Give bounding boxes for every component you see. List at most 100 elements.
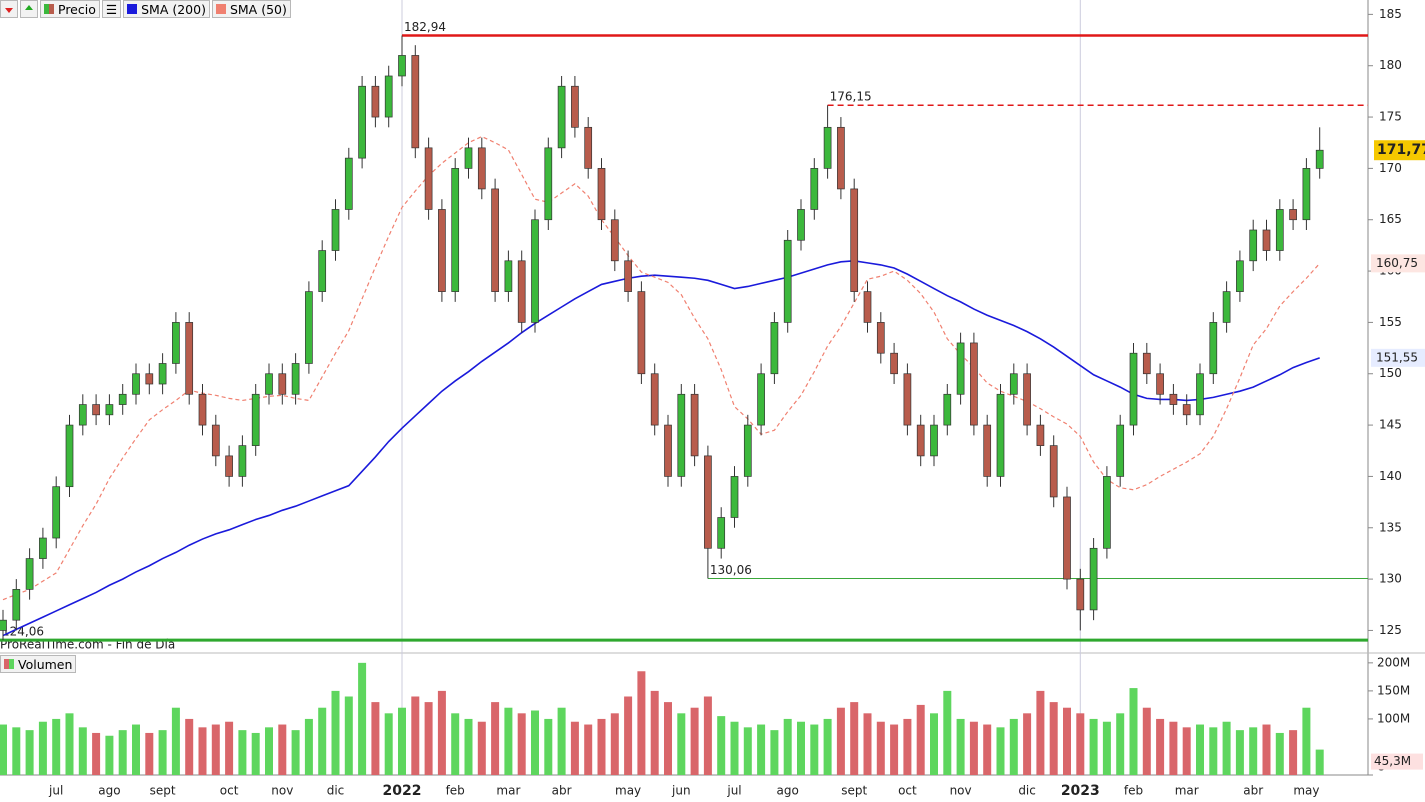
- volume-bar: [211, 724, 220, 775]
- volume-bar: [25, 730, 34, 775]
- last-price-label: 171,77: [1377, 142, 1425, 158]
- candle-body: [398, 55, 406, 77]
- level-label: 124,06: [2, 625, 44, 639]
- candle-body: [650, 373, 659, 426]
- candle-body: [850, 188, 859, 292]
- candle-body: [890, 352, 898, 375]
- volume-bar: [597, 718, 606, 775]
- candle-body: [531, 219, 539, 323]
- candle-body: [1169, 393, 1178, 405]
- candle-body: [172, 322, 180, 364]
- volume-bar: [278, 724, 287, 775]
- candle-body: [1049, 445, 1058, 498]
- volume-bar: [876, 721, 885, 775]
- volume-bar: [930, 713, 938, 775]
- x-tick-label: oct: [898, 784, 917, 798]
- volume-bar: [570, 721, 579, 775]
- volume-bar: [145, 732, 154, 775]
- last-price-box: [1374, 140, 1425, 161]
- candle-body: [145, 373, 154, 385]
- candle-body: [704, 455, 712, 549]
- candle-body: [584, 126, 593, 169]
- candle-body: [65, 424, 74, 488]
- indicator-list-button[interactable]: ☰: [101, 0, 122, 18]
- y-tick-label: 180: [1379, 58, 1402, 72]
- level-label: 176,15: [830, 90, 872, 104]
- volume-bar: [304, 718, 313, 775]
- x-tick-label: jun: [671, 784, 691, 798]
- volume-bar: [677, 713, 686, 775]
- candle-body: [358, 85, 366, 159]
- x-tick-label: abr: [552, 784, 572, 798]
- candle-body: [1249, 229, 1258, 262]
- sma-line: [2, 259, 1320, 637]
- candle-body: [78, 404, 87, 426]
- volume-bar: [810, 724, 819, 775]
- candle-body: [238, 445, 247, 477]
- candle-body: [211, 424, 220, 457]
- volume-bar: [78, 727, 87, 775]
- y-tick-label: 155: [1379, 315, 1402, 329]
- volume-bar: [1222, 721, 1231, 775]
- candle-body: [291, 363, 300, 395]
- candle-body: [1315, 149, 1324, 169]
- sma50-legend[interactable]: SMA (50): [211, 0, 291, 18]
- x-tick-label: abr: [1243, 784, 1263, 798]
- volume-bar: [1009, 718, 1018, 775]
- x-tick-label: feb: [1124, 784, 1143, 798]
- last-value-box: [1371, 348, 1425, 367]
- volume-bar: [1102, 721, 1111, 775]
- volume-bar: [956, 718, 965, 775]
- sma200-legend[interactable]: SMA (200): [123, 0, 210, 18]
- volume-bar: [437, 690, 446, 775]
- volume-bar: [52, 718, 61, 775]
- candle-body: [52, 486, 61, 539]
- volume-bar: [1249, 727, 1258, 775]
- candle-body: [1302, 168, 1311, 221]
- volume-legend[interactable]: Volumen: [0, 655, 77, 673]
- volume-bar: [1235, 730, 1244, 775]
- price-legend[interactable]: Precio: [40, 0, 100, 18]
- x-tick-label: dic: [1018, 784, 1036, 798]
- volume-bar: [291, 730, 300, 775]
- candle-body: [305, 291, 313, 364]
- volume-bar: [0, 724, 7, 775]
- last-value-box: [1371, 254, 1425, 273]
- x-tick-label: mar: [496, 784, 520, 798]
- x-tick-label: oct: [220, 784, 239, 798]
- volume-bar: [1142, 707, 1151, 775]
- x-tick-label: sept: [841, 784, 867, 798]
- sell-button[interactable]: [0, 0, 18, 18]
- x-tick-label: mar: [1175, 784, 1199, 798]
- volume-bar: [823, 718, 832, 775]
- volume-bar: [903, 718, 912, 775]
- volume-bar: [225, 721, 234, 775]
- candle-body: [318, 250, 327, 292]
- candle-body: [916, 424, 925, 457]
- volume-bar: [717, 716, 726, 775]
- volume-bar: [171, 707, 180, 775]
- volume-bar: [1289, 730, 1298, 775]
- volume-bar: [584, 724, 593, 775]
- x-tick-label: nov: [950, 784, 972, 798]
- candle-body: [92, 404, 100, 416]
- candle-body: [637, 291, 646, 375]
- candle-body: [797, 209, 805, 241]
- candle-body: [251, 393, 260, 446]
- legend-swatch: [4, 659, 14, 669]
- y-tick-label: 150: [1379, 366, 1402, 380]
- level-label: 182,94: [404, 20, 446, 34]
- volume-bar: [1262, 724, 1271, 775]
- candle-body: [983, 424, 992, 477]
- volume-bar: [850, 702, 859, 775]
- buy-button[interactable]: [20, 0, 38, 18]
- volume-bar: [384, 713, 393, 775]
- volume-bar: [863, 713, 872, 775]
- candle-body: [1196, 373, 1204, 416]
- candle-body: [371, 85, 380, 118]
- volume-bar: [132, 724, 140, 775]
- volume-bar: [983, 724, 992, 775]
- volume-bar: [358, 662, 367, 775]
